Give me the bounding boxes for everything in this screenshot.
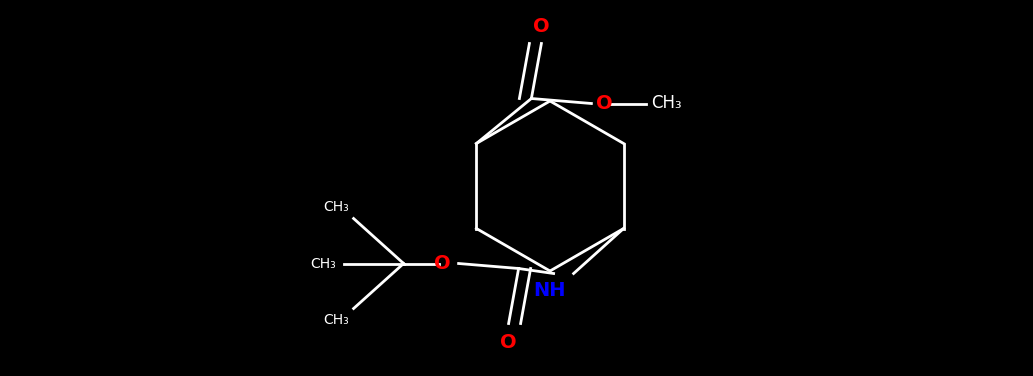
Text: O: O: [533, 17, 550, 35]
Text: CH₃: CH₃: [323, 200, 348, 214]
Text: CH₃: CH₃: [323, 314, 348, 327]
Text: O: O: [596, 94, 613, 113]
Text: O: O: [434, 254, 450, 273]
Text: O: O: [500, 334, 516, 353]
Text: CH₃: CH₃: [652, 94, 682, 112]
Text: CH₃: CH₃: [310, 256, 336, 270]
Text: NH: NH: [533, 282, 566, 300]
